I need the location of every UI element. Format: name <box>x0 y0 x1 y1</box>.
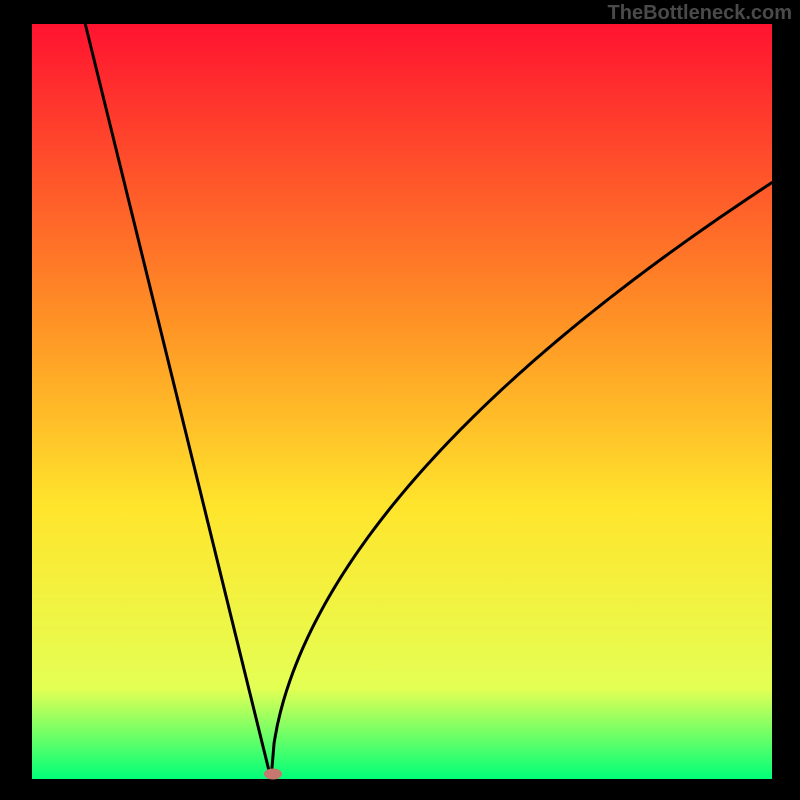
curve-overlay <box>0 0 800 800</box>
watermark-text: TheBottleneck.com <box>608 2 792 25</box>
v-curve-path <box>85 24 772 779</box>
vertex-marker <box>264 769 282 780</box>
chart-container: TheBottleneck.com <box>0 0 800 800</box>
